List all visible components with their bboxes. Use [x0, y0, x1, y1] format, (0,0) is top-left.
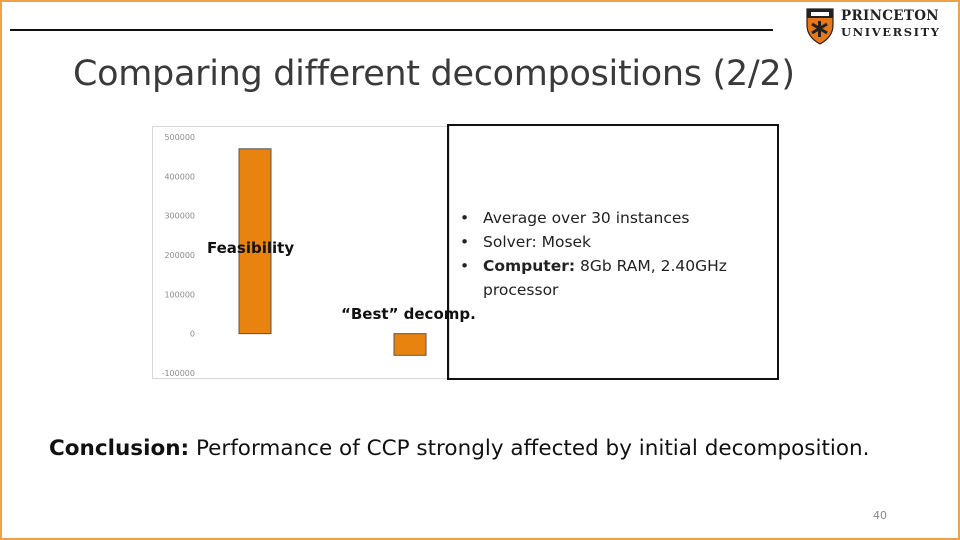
- princeton-logo: PRINCETON UNIVERSITY: [805, 5, 950, 47]
- conclusion: Conclusion: Performance of CCP strongly …: [49, 436, 870, 461]
- info-item-continuation: processor: [483, 281, 559, 299]
- princeton-shield-icon: [806, 8, 834, 45]
- best-decomp-label: “Best” decomp.: [341, 305, 476, 323]
- y-tick-label: 0: [190, 330, 195, 339]
- page-number: 40: [873, 509, 887, 522]
- y-tick-label: 500000: [164, 133, 195, 142]
- logo-text-university: UNIVERSITY: [841, 25, 941, 39]
- y-tick-label: -100000: [162, 369, 195, 378]
- info-item-text: 8Gb RAM, 2.40GHz: [575, 257, 727, 275]
- conclusion-text: Performance of CCP strongly affected by …: [189, 436, 870, 461]
- conclusion-label: Conclusion:: [49, 436, 190, 461]
- logo-text-princeton: PRINCETON: [841, 8, 939, 24]
- bar-chart-canvas: 500000 400000 300000 200000 100000 0 -100000: [162, 133, 427, 378]
- info-item-text: Solver: Mosek: [483, 233, 592, 251]
- bar: [238, 148, 272, 335]
- info-item: • Computer: 8Gb RAM, 2.40GHz: [460, 254, 727, 278]
- info-item: • Average over 30 instances: [460, 206, 727, 230]
- info-item-text: Average over 30 instances: [483, 209, 690, 227]
- y-tick-label: 200000: [164, 251, 195, 260]
- feasibility-label: Feasibility: [207, 239, 295, 257]
- y-tick-label: 400000: [164, 172, 195, 181]
- bar-chart: 500000 400000 300000 200000 100000 0 -100000: [152, 126, 450, 379]
- bullet: •: [460, 257, 470, 275]
- info-item-bold: Computer:: [483, 257, 576, 275]
- y-tick-label: 300000: [164, 212, 195, 221]
- bullet: •: [460, 233, 470, 251]
- slide-title: Comparing different decompositions (2/2): [73, 54, 795, 94]
- info-box: [447, 124, 779, 380]
- title-rule: [10, 29, 773, 31]
- bar: [393, 333, 427, 356]
- y-tick-label: 100000: [164, 290, 195, 299]
- bullet: •: [460, 209, 470, 227]
- info-item: • Solver: Mosek: [460, 230, 727, 254]
- info-list: • Average over 30 instances • Solver: Mo…: [460, 206, 727, 302]
